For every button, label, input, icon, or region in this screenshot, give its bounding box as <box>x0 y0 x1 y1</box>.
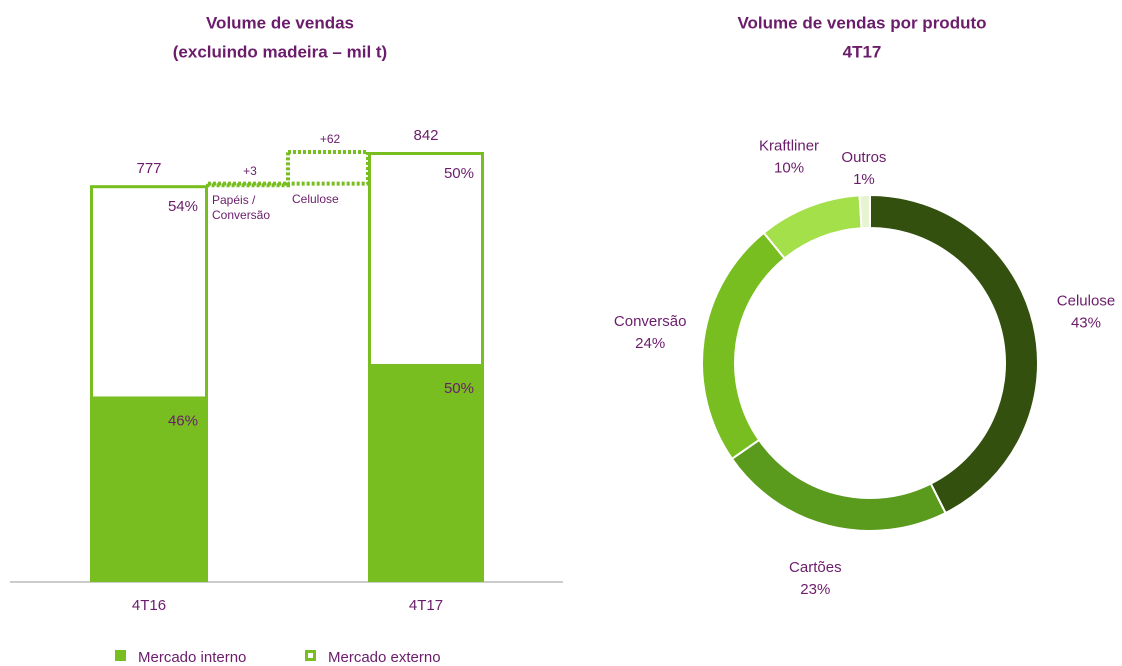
slice-value: 10% <box>774 159 804 176</box>
donut-slice <box>869 193 1039 515</box>
slice-label: Cartões <box>789 559 842 576</box>
bar-segment <box>368 367 484 582</box>
slice-label: Kraftliner <box>759 137 819 154</box>
bar-segment <box>90 399 208 582</box>
data-label: 54% <box>168 198 198 215</box>
step-label: +62 <box>320 132 341 146</box>
data-label: 50% <box>444 380 474 397</box>
x-tick-label: 4T16 <box>132 597 166 614</box>
x-tick-label: 4T17 <box>409 597 443 614</box>
step <box>206 181 290 188</box>
step <box>286 150 370 186</box>
slice-value: 24% <box>635 335 665 352</box>
bar-segment <box>368 152 484 367</box>
legend-label: Mercado externo <box>328 649 441 666</box>
slice-value: 43% <box>1071 315 1101 332</box>
donut-slice <box>730 438 947 532</box>
chart-title: Volume de vendas <box>206 13 354 32</box>
slice-value: 1% <box>853 171 875 188</box>
slice-label: Outros <box>841 149 886 166</box>
data-label: 46% <box>168 412 198 429</box>
donut-slice <box>701 231 787 461</box>
step-category: Papéis / Conversão <box>212 193 270 222</box>
chart-title: (excluindo madeira – mil t) <box>173 42 387 61</box>
step-category: Celulose <box>292 192 339 206</box>
slice-value: 23% <box>800 581 830 598</box>
legend-swatch <box>115 650 126 661</box>
total-label: 842 <box>413 127 438 144</box>
legend-swatch <box>305 650 316 661</box>
step-label: +3 <box>243 164 257 178</box>
chart-title: 4T17 <box>843 42 882 61</box>
legend-label: Mercado interno <box>138 649 246 666</box>
chart-title: Volume de vendas por produto <box>737 13 986 32</box>
data-label: 50% <box>444 165 474 182</box>
slice-label: Conversão <box>614 313 687 330</box>
donut-slice <box>858 193 871 230</box>
total-label: 777 <box>136 160 161 177</box>
bar-segment <box>90 185 208 400</box>
slice-label: Celulose <box>1057 293 1115 310</box>
donut-slice <box>762 194 863 260</box>
